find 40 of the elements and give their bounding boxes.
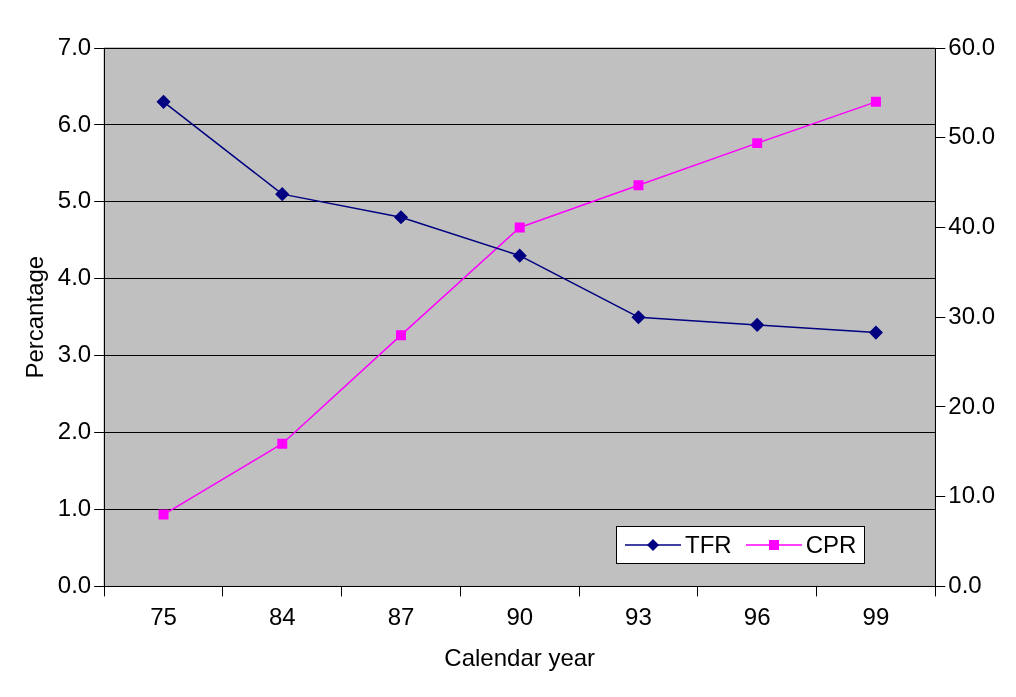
point xyxy=(750,318,764,332)
y-tick-label: 6.0 xyxy=(57,109,92,137)
x-axis-title: Calendar year xyxy=(444,644,596,672)
x-tick-label: 75 xyxy=(150,603,177,631)
point xyxy=(277,438,288,449)
point xyxy=(275,187,290,201)
y2-tick-label: 0.0 xyxy=(948,571,982,599)
y-tick-label: 7.0 xyxy=(57,32,92,60)
point xyxy=(396,330,406,341)
point xyxy=(752,138,763,149)
point xyxy=(512,248,527,263)
y2-tick-label: 20.0 xyxy=(948,391,996,419)
y-axis-title: Percantage xyxy=(21,255,49,379)
point xyxy=(514,222,525,233)
y-tick-label: 5.0 xyxy=(57,186,92,214)
point xyxy=(631,310,646,324)
legend-label: CPR xyxy=(805,531,857,560)
point xyxy=(870,96,881,107)
point xyxy=(156,95,171,109)
legend-label: TFR xyxy=(684,531,732,560)
x-tick-label: 93 xyxy=(625,603,652,631)
y-tick-label: 0.0 xyxy=(57,571,92,599)
y2-tick-label: 40.0 xyxy=(948,212,996,240)
x-tick-label: 87 xyxy=(387,603,415,631)
point xyxy=(869,325,883,340)
y-tick-label: 1.0 xyxy=(57,494,92,522)
x-tick-label: 99 xyxy=(862,603,890,631)
y2-tick-label: 50.0 xyxy=(948,122,996,150)
x-tick-label: 84 xyxy=(268,603,296,631)
y2-tick-label: 30.0 xyxy=(948,301,996,329)
x-tick-label: 96 xyxy=(743,603,771,631)
point xyxy=(633,180,644,191)
y-tick-label: 3.0 xyxy=(57,340,92,368)
point xyxy=(158,509,169,520)
y-tick-label: 2.0 xyxy=(57,417,92,445)
x-tick-label: 90 xyxy=(506,603,534,631)
y-tick-label: 4.0 xyxy=(57,263,92,291)
point xyxy=(394,210,408,224)
y2-tick-label: 10.0 xyxy=(948,481,996,509)
y2-tick-label: 60.0 xyxy=(948,32,996,60)
